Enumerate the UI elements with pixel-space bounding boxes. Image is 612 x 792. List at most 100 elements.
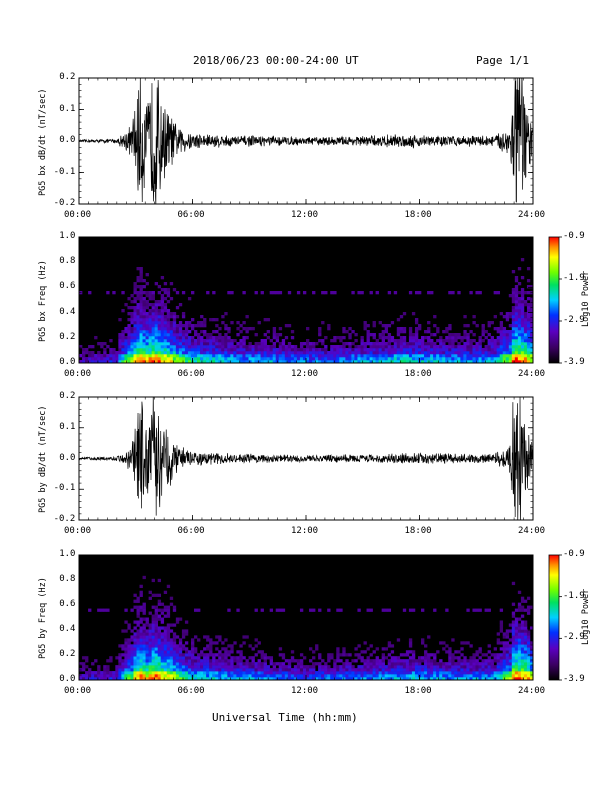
spectrogram-cell — [299, 342, 304, 346]
spectrogram-cell — [248, 677, 252, 680]
spectrogram-cell — [445, 674, 449, 678]
spectrogram-cell — [357, 644, 361, 648]
spectrogram-cell — [421, 342, 425, 346]
spectrogram-cell — [82, 677, 86, 680]
spectrogram-cell — [327, 351, 331, 355]
spectrogram-cell — [523, 333, 528, 337]
spectrogram-cell — [130, 345, 134, 349]
spectrogram-cell — [139, 650, 143, 654]
spectrogram-cell — [454, 348, 458, 352]
spectrogram-cell — [124, 348, 128, 352]
spectrogram-cell — [272, 357, 277, 361]
spectrogram-cell — [287, 351, 292, 355]
spectrogram-cell — [487, 656, 491, 660]
spectrogram-cell — [160, 357, 165, 361]
spectrogram-cell — [203, 674, 207, 678]
spectrogram-cell — [448, 324, 452, 328]
spectrogram-cell — [454, 674, 458, 678]
spectrogram-cell — [142, 303, 146, 307]
spectrogram-cell — [508, 354, 513, 358]
spectrogram-cell — [175, 351, 180, 355]
spectrogram-cell — [508, 342, 513, 346]
spectrogram-cell — [145, 300, 149, 304]
spectrogram-cell — [163, 282, 168, 286]
spectrogram-cell — [511, 306, 516, 310]
spectrogram-cell — [493, 674, 497, 678]
spectrogram-cell — [448, 650, 452, 654]
spectrogram-cell — [348, 357, 352, 361]
spectrogram-cell — [378, 674, 382, 678]
spectrogram-cell — [106, 608, 110, 612]
spectrogram-cell — [154, 315, 158, 319]
spectrogram-cell — [433, 668, 437, 672]
spectrogram-cell — [212, 339, 216, 343]
spectrogram-cell — [381, 330, 385, 334]
spectrogram-cell — [175, 650, 180, 654]
spectrogram-cell — [478, 336, 482, 340]
spectrogram-cell — [184, 354, 189, 358]
spectrogram-cell — [484, 653, 488, 657]
spectrogram-cell — [124, 345, 128, 349]
spectrogram-cell — [130, 653, 134, 657]
spectrogram-cell — [230, 360, 234, 363]
spectrogram-cell — [275, 674, 280, 678]
spectrogram-cell — [227, 659, 231, 663]
spectrogram-cell — [520, 671, 525, 675]
spectrogram-cell — [312, 671, 316, 675]
spectrogram-cell — [508, 656, 513, 660]
spectrogram-cell — [139, 665, 143, 669]
spectrogram-cell — [145, 306, 149, 310]
spectrogram-cell — [299, 348, 304, 352]
spectrogram-cell — [514, 291, 519, 295]
spectrogram-cell — [260, 674, 264, 678]
spectrogram-cell — [499, 321, 504, 325]
spectrogram-cell — [490, 345, 494, 349]
spectrogram-cell — [384, 330, 389, 334]
spectrogram-cell — [396, 668, 401, 672]
spectrogram-cell — [514, 306, 519, 310]
spectrogram-cell — [218, 665, 222, 669]
spectrogram-cell — [236, 650, 240, 654]
spectrogram-cell — [230, 662, 234, 666]
spectrogram-cell — [502, 330, 507, 334]
spectrogram-cell — [333, 674, 337, 678]
spectrogram-cell — [178, 321, 183, 325]
spectrogram-cell — [200, 336, 204, 340]
spectrogram-cell — [278, 345, 283, 349]
spectrogram-cell — [115, 357, 119, 361]
spectrogram-cell — [296, 351, 301, 355]
spectrogram-cell — [417, 324, 422, 328]
spectrogram-cell — [136, 303, 140, 307]
spectrogram-cell — [306, 345, 310, 349]
spectrogram-cell — [315, 354, 319, 358]
spectrogram-cell — [390, 336, 395, 340]
spectrogram-cell — [200, 321, 204, 325]
spectrogram-cell — [517, 632, 522, 636]
spectrogram-cell — [372, 333, 376, 337]
spectrogram-cell — [124, 303, 128, 307]
spectrogram-cell — [172, 605, 177, 609]
spectrogram-cell — [529, 674, 533, 678]
spectrogram-cell — [427, 653, 431, 657]
spectrogram-cell — [387, 608, 392, 612]
spectrogram-cell — [469, 674, 473, 678]
spectrogram-cell — [148, 629, 152, 633]
spectrogram-cell — [333, 662, 337, 666]
spectrogram-cell — [372, 354, 376, 358]
spectrogram-cell — [526, 632, 531, 636]
spectrogram-cell — [445, 662, 449, 666]
spectrogram-cell — [499, 360, 504, 363]
spectrogram-cell — [88, 351, 92, 355]
spectrogram-cell — [460, 345, 464, 349]
spectrogram-cell — [184, 336, 189, 340]
spectrogram-cell — [260, 291, 264, 295]
spectrogram-cell — [357, 671, 361, 675]
spectrogram-cell — [254, 333, 258, 337]
spectrogram-cell — [215, 659, 219, 663]
spectrogram-cell — [511, 656, 516, 660]
spectrogram-cell — [299, 608, 304, 612]
spectrogram-cell — [254, 360, 258, 363]
spectrogram-cell — [278, 333, 283, 337]
spectrogram-cell — [248, 345, 252, 349]
spectrogram-cell — [175, 339, 180, 343]
